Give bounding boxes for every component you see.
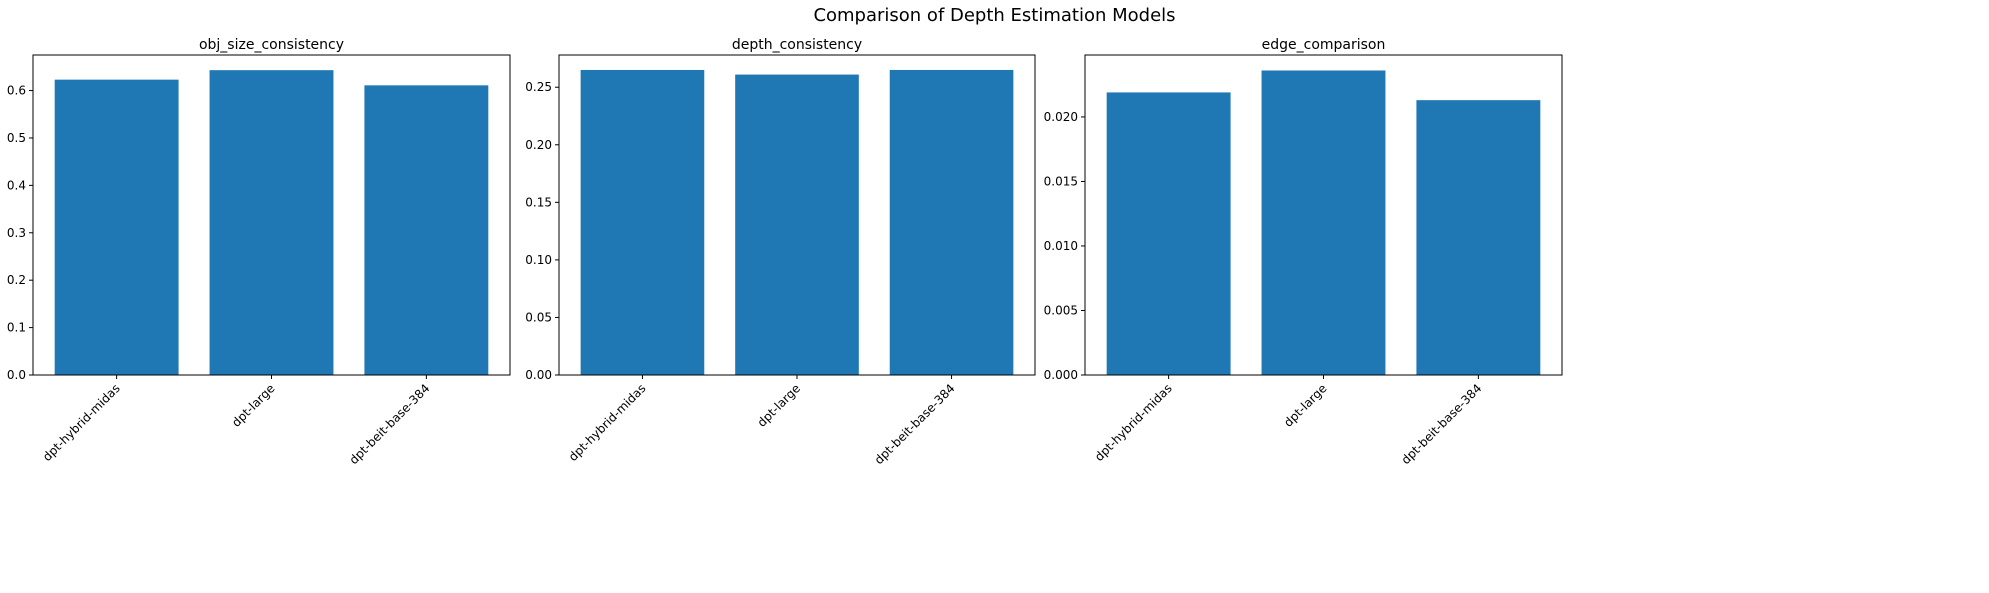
- y-tick-label: 0.25: [525, 80, 552, 94]
- x-tick-label: dpt-hybrid-midas: [1092, 381, 1175, 464]
- figure-title: Comparison of Depth Estimation Models: [813, 5, 1176, 26]
- chart-title: depth_consistency: [732, 37, 862, 53]
- x-tick-label: dpt-hybrid-midas: [566, 381, 649, 464]
- chart-title: edge_comparison: [1262, 37, 1386, 53]
- bar-dpt-hybrid-midas: [54, 79, 179, 375]
- y-tick-label: 0.010: [1044, 239, 1078, 253]
- y-tick-label: 0.20: [525, 138, 552, 152]
- y-tick-label: 0.3: [7, 226, 26, 240]
- chart-title: obj_size_consistency: [199, 37, 344, 53]
- y-tick-label: 0.1: [7, 321, 26, 335]
- x-tick-label: dpt-beit-base-384: [872, 381, 958, 467]
- y-tick-label: 0.2: [7, 273, 26, 287]
- chart-panel-1: 0.0 0.1 0.2 0.3 0.4 0.5 0.6 dpt-hybrid-midas dpt…: [7, 37, 511, 467]
- y-tick-label: 0.15: [525, 195, 552, 209]
- x-tick-label: dpt-large: [755, 381, 804, 430]
- chart-panel-2: 0.00 0.05 0.10 0.15 0.20 0.25 dpt-hybrid-midas…: [525, 37, 1036, 467]
- bar-dpt-hybrid-midas: [580, 69, 705, 376]
- x-tick-label: dpt-large: [229, 381, 278, 430]
- x-tick-label: dpt-beit-base-384: [1399, 381, 1485, 467]
- y-tick-label: 0.0: [7, 368, 26, 382]
- y-tick-label: 0.005: [1044, 303, 1078, 317]
- chart-panel-3: 0.000 0.005 0.010 0.015 0.020 dpt-hybrid-mida…: [1044, 37, 1563, 467]
- bar-dpt-beit-base-384: [1416, 100, 1541, 376]
- y-tick-label: 0.4: [7, 178, 26, 192]
- bar-dpt-large: [1261, 70, 1386, 375]
- y-tick-label: 0.015: [1044, 174, 1078, 188]
- y-tick-label: 0.6: [7, 84, 26, 98]
- y-tick-label: 0.000: [1044, 368, 1078, 382]
- y-tick-label: 0.5: [7, 131, 26, 145]
- x-tick-label: dpt-hybrid-midas: [40, 381, 123, 464]
- bar-dpt-beit-base-384: [364, 85, 489, 375]
- bar-dpt-hybrid-midas: [1106, 92, 1231, 375]
- y-tick-label: 0.00: [525, 368, 552, 382]
- y-tick-label: 0.10: [525, 253, 552, 267]
- y-tick-label: 0.05: [525, 310, 552, 324]
- bar-dpt-beit-base-384: [889, 69, 1014, 376]
- bar-dpt-large: [209, 70, 334, 375]
- x-tick-label: dpt-beit-base-384: [347, 381, 433, 467]
- y-tick-label: 0.020: [1044, 110, 1078, 124]
- bar-dpt-large: [735, 74, 859, 375]
- x-tick-label: dpt-large: [1281, 381, 1330, 430]
